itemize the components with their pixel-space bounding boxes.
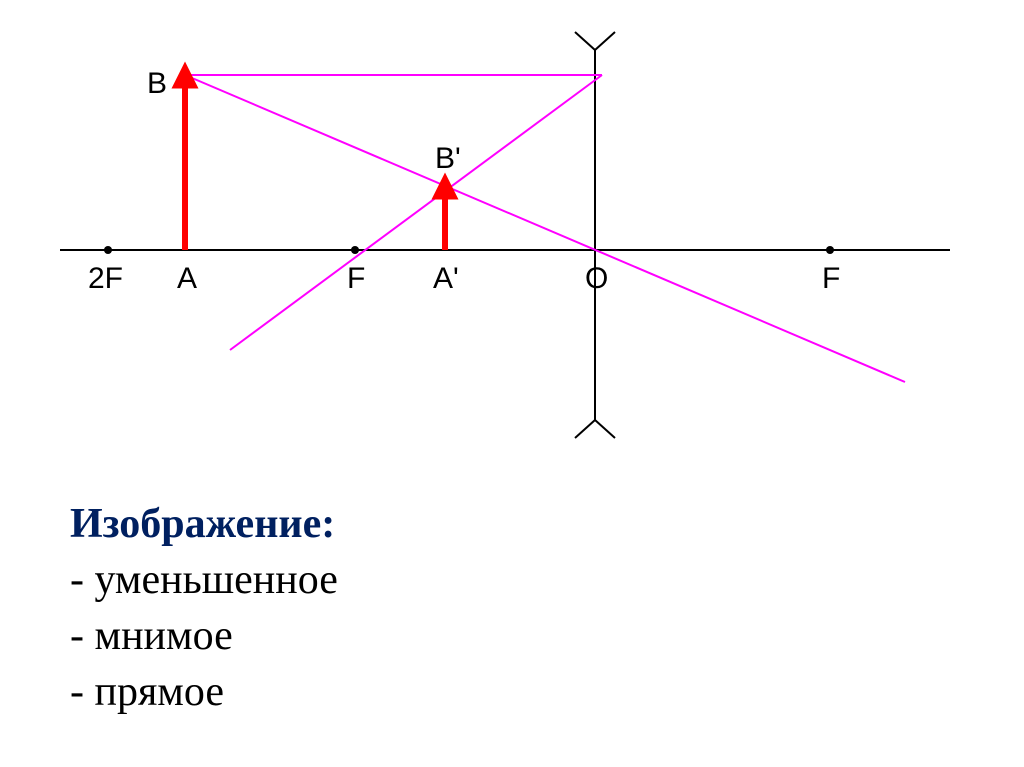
lens-tip-tl <box>575 32 595 50</box>
f-left-label: F <box>347 262 365 295</box>
lens-tip-br <box>595 420 615 438</box>
a-label: A <box>177 262 197 295</box>
lens-diagram: 2F A F A' O F B B' <box>0 0 1024 500</box>
f-right-point <box>826 246 834 254</box>
caption-line-3: - прямое <box>70 668 224 716</box>
f-left-point <box>351 246 359 254</box>
two-f-left-point <box>104 246 112 254</box>
caption-line-1: - уменьшенное <box>70 556 338 604</box>
ray-through-center <box>185 75 905 382</box>
two-f-label: 2F <box>88 262 123 295</box>
b-prime-label: B' <box>435 142 461 175</box>
b-label: B <box>147 67 167 100</box>
caption-line-2: - мнимое <box>70 612 233 660</box>
stage: 2F A F A' O F B B' Изображение: - уменьшенное -… <box>0 0 1024 767</box>
a-prime-label: A' <box>433 262 459 295</box>
lens-tip-bl <box>575 420 595 438</box>
ray-refracted-backtrace <box>230 75 602 350</box>
lens-tip-tr <box>595 32 615 50</box>
caption-title: Изображение: <box>70 500 335 548</box>
o-label: O <box>585 262 608 295</box>
f-right-label: F <box>822 262 840 295</box>
b-prime-point <box>442 183 448 189</box>
